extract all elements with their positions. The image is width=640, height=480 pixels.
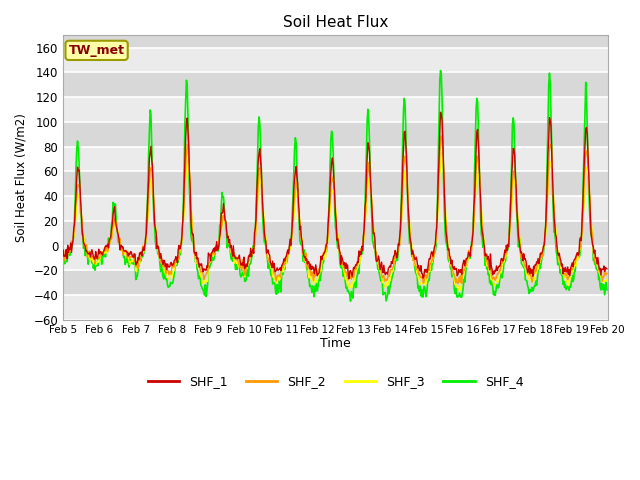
SHF_1 <box>60 247 67 253</box>
SHF_4 <box>418 287 426 292</box>
SHF_3 <box>417 282 425 288</box>
Line: SHF_4: SHF_4 <box>63 71 607 301</box>
Bar <box>63 295 608 320</box>
SHF_4 <box>209 257 217 263</box>
SHF_1 <box>125 251 133 256</box>
SHF_4 <box>347 299 355 304</box>
Text: TW_met: TW_met <box>68 44 125 57</box>
SHF_2 <box>401 153 409 159</box>
SHF_1 <box>180 182 188 188</box>
SHF_1 <box>345 276 353 281</box>
SHF_3 <box>69 236 77 241</box>
Bar <box>63 146 608 171</box>
Bar <box>63 122 608 146</box>
SHF_3 <box>209 253 217 259</box>
SHF_2 <box>603 270 611 276</box>
SHF_2 <box>69 240 77 246</box>
SHF_3 <box>603 278 611 284</box>
SHF_4 <box>125 264 133 270</box>
SHF_2 <box>438 133 445 139</box>
SHF_4 <box>69 237 77 243</box>
SHF_4 <box>402 125 410 131</box>
Bar <box>63 72 608 97</box>
Bar <box>63 48 608 72</box>
Y-axis label: Soil Heat Flux (W/m2): Soil Heat Flux (W/m2) <box>15 113 28 242</box>
SHF_4 <box>60 260 67 265</box>
SHF_1 <box>402 142 410 147</box>
Legend: SHF_1, SHF_2, SHF_3, SHF_4: SHF_1, SHF_2, SHF_3, SHF_4 <box>143 370 528 393</box>
SHF_4 <box>180 165 188 171</box>
SHF_2 <box>60 255 67 261</box>
SHF_3 <box>125 257 133 263</box>
SHF_3 <box>60 253 67 259</box>
Line: SHF_1: SHF_1 <box>63 112 607 278</box>
Line: SHF_3: SHF_3 <box>63 153 607 291</box>
SHF_3 <box>401 167 409 173</box>
Bar <box>63 246 608 270</box>
SHF_3 <box>456 288 463 294</box>
SHF_2 <box>180 200 188 206</box>
SHF_2 <box>125 251 133 256</box>
SHF_4 <box>603 287 611 293</box>
SHF_2 <box>417 275 425 281</box>
Line: SHF_2: SHF_2 <box>63 136 607 284</box>
Title: Soil Heat Flux: Soil Heat Flux <box>283 15 388 30</box>
Bar <box>63 221 608 246</box>
SHF_1 <box>436 109 444 115</box>
SHF_1 <box>209 247 217 253</box>
Bar <box>63 270 608 295</box>
Bar <box>63 171 608 196</box>
SHF_1 <box>69 237 77 243</box>
SHF_1 <box>418 270 426 276</box>
SHF_2 <box>209 249 217 254</box>
SHF_1 <box>603 266 611 272</box>
SHF_4 <box>436 68 444 73</box>
X-axis label: Time: Time <box>320 337 351 350</box>
Bar <box>63 196 608 221</box>
Bar <box>63 97 608 122</box>
SHF_2 <box>454 281 462 287</box>
SHF_3 <box>180 209 188 215</box>
SHF_3 <box>438 150 445 156</box>
